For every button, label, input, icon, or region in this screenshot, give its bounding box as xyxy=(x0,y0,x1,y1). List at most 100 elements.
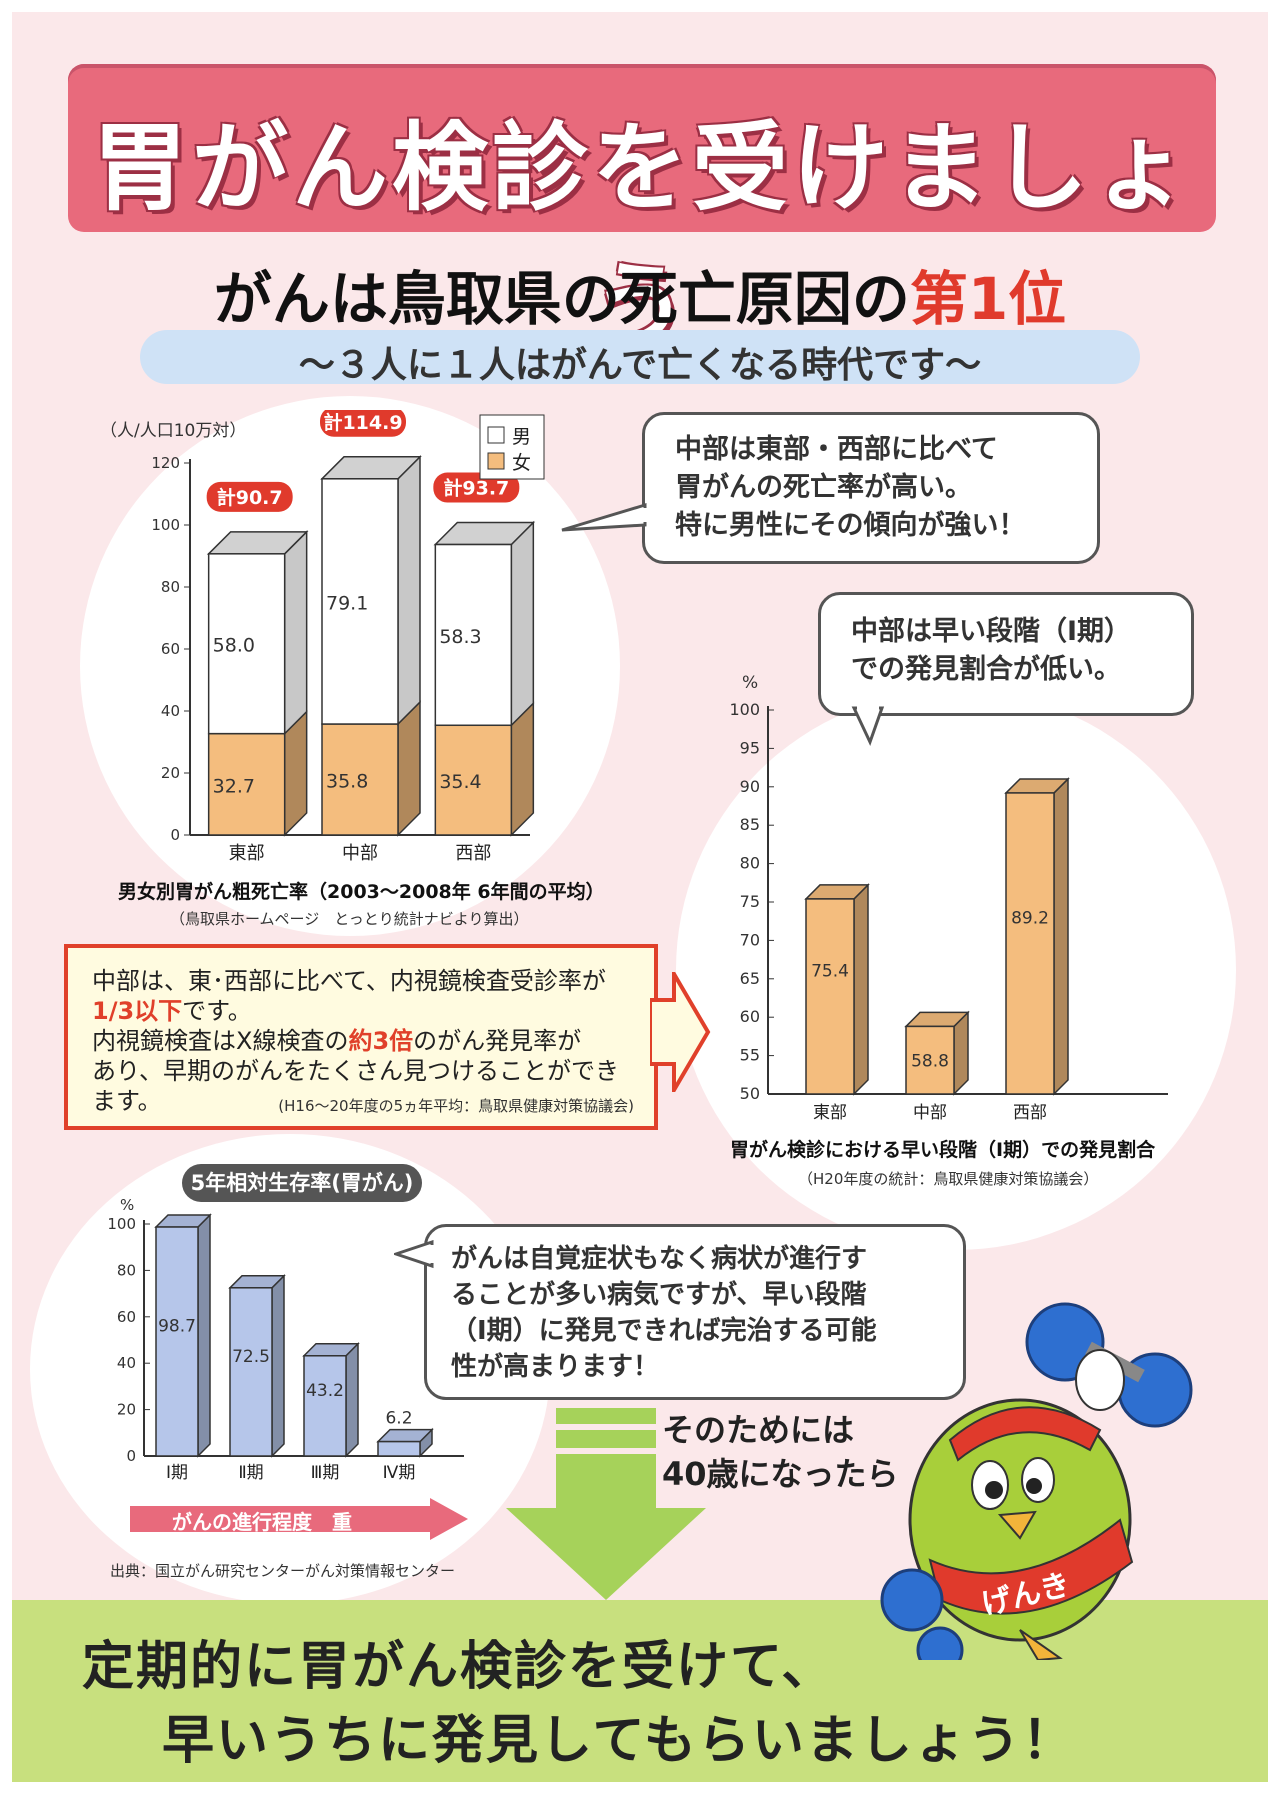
footer-line: 定期的に胃がん検診を受けて、 xyxy=(82,1637,836,1697)
bubble1-tail xyxy=(561,502,648,532)
info-arrow xyxy=(650,972,711,1092)
bubble-early-stage: 中部は早い段階（Ⅰ期） での発見割合が低い。 xyxy=(818,592,1194,716)
y-tick-label: 100 xyxy=(107,1215,136,1233)
subline: ～３人に１人はがんで亡くなる時代です～ xyxy=(298,345,982,386)
bubble-survival: がんは自覚症状もなく病状が進行す ることが多い病気ですが、早い段階 （Ⅰ期）に発… xyxy=(424,1224,966,1400)
title-banner: 胃がん検診を受けましょう xyxy=(68,64,1216,363)
bar-male-side xyxy=(283,530,308,736)
bar xyxy=(155,1226,199,1457)
footer-banner: 定期的に胃がん検診を受けて、 早いうちに発見してもらいましょう！ xyxy=(12,1600,1268,1782)
info-line: 内視鏡検査はX線検査の約3倍のがん発見率が xyxy=(92,1026,619,1056)
total-badge xyxy=(320,410,406,437)
bar-male-side xyxy=(510,520,535,728)
info-line: 中部は、東･西部に比べて、内視鏡検査受診率が xyxy=(92,967,606,995)
bar-female xyxy=(321,723,399,836)
info-text: 中部は、東･西部に比べて、内視鏡検査受診率が 1/3以下です。 内視鏡検査はX線… xyxy=(92,966,619,1116)
y-axis-label: （人/人口10万対） xyxy=(100,421,246,441)
chart-title: 胃がん検診における早い段階（Ⅰ期）での発見割合 xyxy=(730,1138,1156,1161)
total-label: 計93.7 xyxy=(443,477,509,500)
legend-label: 男 xyxy=(512,426,531,448)
bar xyxy=(303,1355,347,1457)
y-axis-label: % xyxy=(120,1196,134,1214)
total-label: 計114.9 xyxy=(323,411,402,434)
y-tick-label: 20 xyxy=(117,1401,136,1419)
info-line-text: のがん発見率が xyxy=(413,1027,582,1055)
info-line-text: です。 xyxy=(182,997,252,1025)
info-line: あり、早期のがんをたくさん見つけることができ xyxy=(92,1057,620,1085)
y-tick-label: 90 xyxy=(740,777,760,796)
bubble3-line: がんは自覚症状もなく病状が進行す xyxy=(451,1244,868,1274)
category-label: 西部 xyxy=(1013,1103,1047,1123)
y-tick-label: 95 xyxy=(740,738,760,757)
callout-line: 40歳になったら xyxy=(662,1455,899,1493)
value-label: 98.7 xyxy=(158,1317,196,1337)
category-label: 西部 xyxy=(455,843,491,864)
bar-female-side xyxy=(510,701,535,837)
y-tick-label: 100 xyxy=(729,700,760,719)
bubble-death-rate: 中部は東部・西部に比べて 胃がんの死亡率が高い。 特に男性にその傾向が強い！ xyxy=(642,412,1100,564)
y-tick-label: 75 xyxy=(740,892,760,911)
bubble1-line: 特に男性にその傾向が強い！ xyxy=(675,510,1026,541)
chart-early-stage: % 50 55 60 65 70 75 80 85 90 95 100 75.4 東部 58.8 中部 89.2… xyxy=(729,673,1168,1188)
bar-female-side xyxy=(397,700,421,837)
bar-side xyxy=(1053,777,1069,1096)
chart2-circle xyxy=(676,690,1236,1250)
y-tick-label: 60 xyxy=(740,1007,760,1026)
endoscopy-info-box: 中部は、東･西部に比べて、内視鏡検査受診率が 1/3以下です。 内視鏡検査はX線… xyxy=(64,944,658,1130)
value-label: 89.2 xyxy=(1011,908,1049,928)
bar xyxy=(805,898,855,1095)
chart-survival: % 0 20 40 60 80 100 98.7 Ⅰ期 72.5 Ⅱ期 43.2 Ⅲ期 6.2 Ⅳ期 xyxy=(107,1196,464,1483)
chart-source: （H20年度の統計：鳥取県健康対策協議会） xyxy=(798,1170,1098,1188)
bubble1-line: 中部は東部・西部に比べて xyxy=(675,434,998,465)
main-title: 胃がん検診を受けましょう xyxy=(92,112,1192,363)
bar-male xyxy=(321,478,399,725)
bar-side xyxy=(271,1273,285,1458)
total-label: 計90.7 xyxy=(217,486,283,509)
y-tick-label: 65 xyxy=(740,969,760,988)
y-tick-label: 100 xyxy=(151,516,180,534)
value-label: 58.8 xyxy=(911,1051,949,1071)
bar-side xyxy=(345,1341,359,1458)
chart-source: （鳥取県ホームページ とっとり統計ナビより算出） xyxy=(170,910,529,928)
y-tick-label: 55 xyxy=(740,1046,760,1065)
y-tick-label: 0 xyxy=(170,826,180,844)
bar-female xyxy=(434,724,513,836)
category-label: Ⅲ期 xyxy=(311,1463,340,1483)
bar xyxy=(229,1287,273,1457)
callout: そのためには 40歳になったら xyxy=(662,1408,899,1496)
category-label: 中部 xyxy=(913,1103,947,1123)
legend-swatch-male xyxy=(487,426,505,444)
info-highlight: 1/3以下 xyxy=(92,997,183,1025)
y-tick-label: 60 xyxy=(161,640,180,658)
bubble3-line: （Ⅰ期）に発見できれば完治する可能 xyxy=(451,1316,877,1346)
category-label: Ⅳ期 xyxy=(383,1463,416,1483)
value-label-male: 58.3 xyxy=(439,626,481,648)
category-label: 東部 xyxy=(813,1103,847,1123)
mascot-character: げんき xyxy=(880,1302,1193,1660)
info-line: 1/3以下です。 xyxy=(92,996,619,1026)
y-tick-label: 80 xyxy=(740,854,760,873)
category-label: Ⅱ期 xyxy=(238,1463,263,1483)
value-label-male: 58.0 xyxy=(213,635,255,657)
bar-male xyxy=(434,543,513,727)
survival-source: 出典：国立がん研究センターがん対策情報センター xyxy=(110,1562,456,1580)
bar-side xyxy=(853,883,869,1096)
bubble3-tail xyxy=(394,1240,434,1269)
category-label: 東部 xyxy=(229,843,265,864)
bar-male xyxy=(207,553,286,735)
y-tick-label: 40 xyxy=(117,1354,136,1372)
legend-label: 女 xyxy=(512,452,531,474)
headline: がんは鳥取県の死亡原因の第1位 xyxy=(0,252,1280,336)
value-label: 6.2 xyxy=(385,1409,412,1429)
bar-male-side xyxy=(397,454,421,726)
value-label: 72.5 xyxy=(232,1347,270,1367)
stage-arrow xyxy=(130,1498,468,1540)
value-label-female: 32.7 xyxy=(213,775,255,797)
headline-rank: 第1位 xyxy=(909,265,1067,333)
value-label-female: 35.8 xyxy=(326,771,368,793)
bubble3-line: 性が高まります！ xyxy=(451,1352,660,1382)
y-tick-label: 70 xyxy=(740,930,760,949)
total-badge xyxy=(433,472,520,503)
value-label: 43.2 xyxy=(306,1381,344,1401)
bar xyxy=(905,1025,955,1095)
